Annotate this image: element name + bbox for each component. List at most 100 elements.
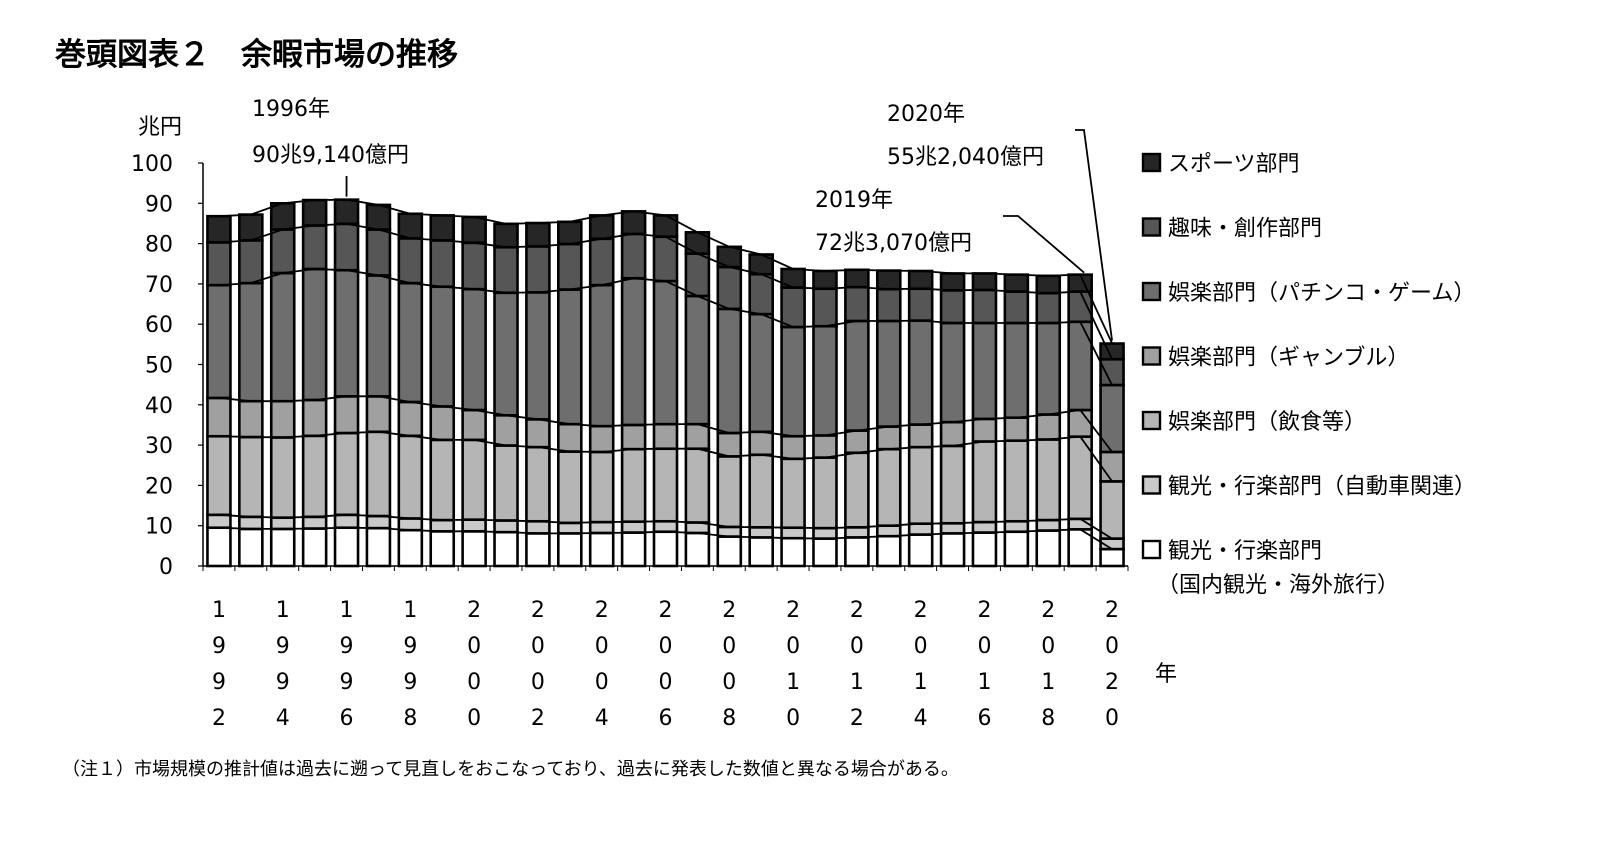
bar-segment <box>620 520 647 534</box>
bar-segment <box>557 450 583 525</box>
bar-segment <box>461 408 487 442</box>
legend-swatch <box>1141 217 1162 237</box>
bar-segment <box>620 210 647 236</box>
legend-label: 娯楽部門（飲食等） <box>1168 410 1366 435</box>
bar-segment <box>748 272 774 316</box>
bar-stack-2002 <box>525 221 551 568</box>
bar-segment <box>461 530 487 568</box>
bar-segment <box>525 519 551 535</box>
bar-segment <box>939 420 966 448</box>
bar-segment <box>397 281 424 404</box>
bar-segment <box>652 519 679 534</box>
bar-segment <box>684 252 711 298</box>
bar-segment <box>333 268 360 398</box>
bar-segment <box>1099 480 1125 540</box>
bar-segment <box>684 422 711 451</box>
bar-segment <box>844 526 870 539</box>
bar-segment <box>812 434 838 459</box>
x-tick-labels: 1 9 9 2 1 9 9 4 1 9 9 6 1 9 9 8 2 0 0 0 2 0 0 2 2 0 0 4 2 0 0 6 2 0 0 8 2 0 1 0… <box>212 598 1119 731</box>
bar-segment <box>620 423 647 451</box>
bar-segment <box>1035 321 1062 416</box>
bar-stack-2014 <box>907 269 934 568</box>
bar-segment <box>1003 530 1030 568</box>
bar-segment <box>365 395 392 434</box>
bar-segment <box>397 528 424 568</box>
annotations: 1996年 90兆9,140億円 2019年 72兆3,070億円 2020年 55兆2,… <box>252 97 1113 341</box>
bar-stack-1993 <box>238 213 264 568</box>
series-line <box>218 526 1113 550</box>
legend-label: 観光・行楽部門 <box>1168 539 1322 564</box>
bar-segment <box>238 213 264 242</box>
bar-segment <box>493 413 519 447</box>
bar-segment <box>429 285 456 408</box>
series-line <box>218 222 1113 360</box>
bar-segment <box>493 222 519 249</box>
bar-segment <box>844 268 870 289</box>
bar-segment <box>269 399 296 439</box>
bar-stack-1994 <box>269 202 296 568</box>
bar-segment <box>206 283 232 400</box>
y-tick-label: 30 <box>145 434 173 459</box>
bar-segment <box>684 531 711 568</box>
bar-segment <box>206 214 232 244</box>
bar-segment <box>333 526 360 568</box>
bar-stack-2001 <box>493 222 519 568</box>
bar-segment <box>397 517 424 532</box>
bar-segment <box>716 265 743 311</box>
y-tick-label: 60 <box>145 313 173 338</box>
annotation-value: 90兆9,140億円 <box>252 143 409 168</box>
bar-segment <box>301 527 328 568</box>
bar-segment <box>971 531 998 568</box>
bar-segment <box>684 447 711 524</box>
bar-segment <box>971 520 998 534</box>
bar-segment <box>684 294 711 426</box>
bar-segment <box>333 222 360 272</box>
bar-segment <box>907 269 934 291</box>
bar-segment <box>557 288 583 426</box>
bar-segment <box>301 198 328 227</box>
bar-segment <box>493 519 519 534</box>
legend-label-cont: （国内観光・海外旅行） <box>1157 573 1399 598</box>
bar-stack-2006 <box>652 214 679 568</box>
bar-segment <box>461 215 487 245</box>
bar-segment <box>333 198 360 226</box>
bar-segment <box>748 526 774 539</box>
bar-segment <box>971 288 998 325</box>
bar-segment <box>269 527 296 568</box>
annotation-leader <box>1075 129 1113 341</box>
bar-segment <box>206 396 232 438</box>
bar-segment <box>780 536 806 568</box>
legend-label: 娯楽部門（ギャンブル） <box>1168 346 1409 371</box>
bar-stack-2018 <box>1035 274 1062 568</box>
bar-segment <box>365 228 392 277</box>
bar-segment <box>333 431 360 517</box>
bar-segment <box>1035 518 1062 532</box>
bar-segment <box>365 430 392 518</box>
bar-segment <box>1035 529 1062 568</box>
bar-segment <box>716 455 743 529</box>
bar-segment <box>238 239 264 285</box>
bar-segment <box>238 515 264 531</box>
bar-segment <box>557 422 583 453</box>
bar-segment <box>333 513 360 530</box>
bar-segment <box>971 417 998 443</box>
legend-swatch <box>1141 346 1162 366</box>
bar-stack-2013 <box>875 269 902 568</box>
bar-segment <box>333 395 360 435</box>
bar-segment <box>429 239 456 289</box>
bar-segment <box>652 530 679 568</box>
bar-segment <box>652 279 679 426</box>
bar-segment <box>238 281 264 403</box>
bar-segment <box>429 530 456 568</box>
bar-segment <box>939 321 966 424</box>
legend-swatch <box>1141 410 1162 431</box>
annotation-value: 55兆2,040億円 <box>887 145 1044 170</box>
bar-segment <box>748 430 774 457</box>
bar-segment <box>971 440 998 524</box>
bar-stack-1998 <box>397 212 424 568</box>
